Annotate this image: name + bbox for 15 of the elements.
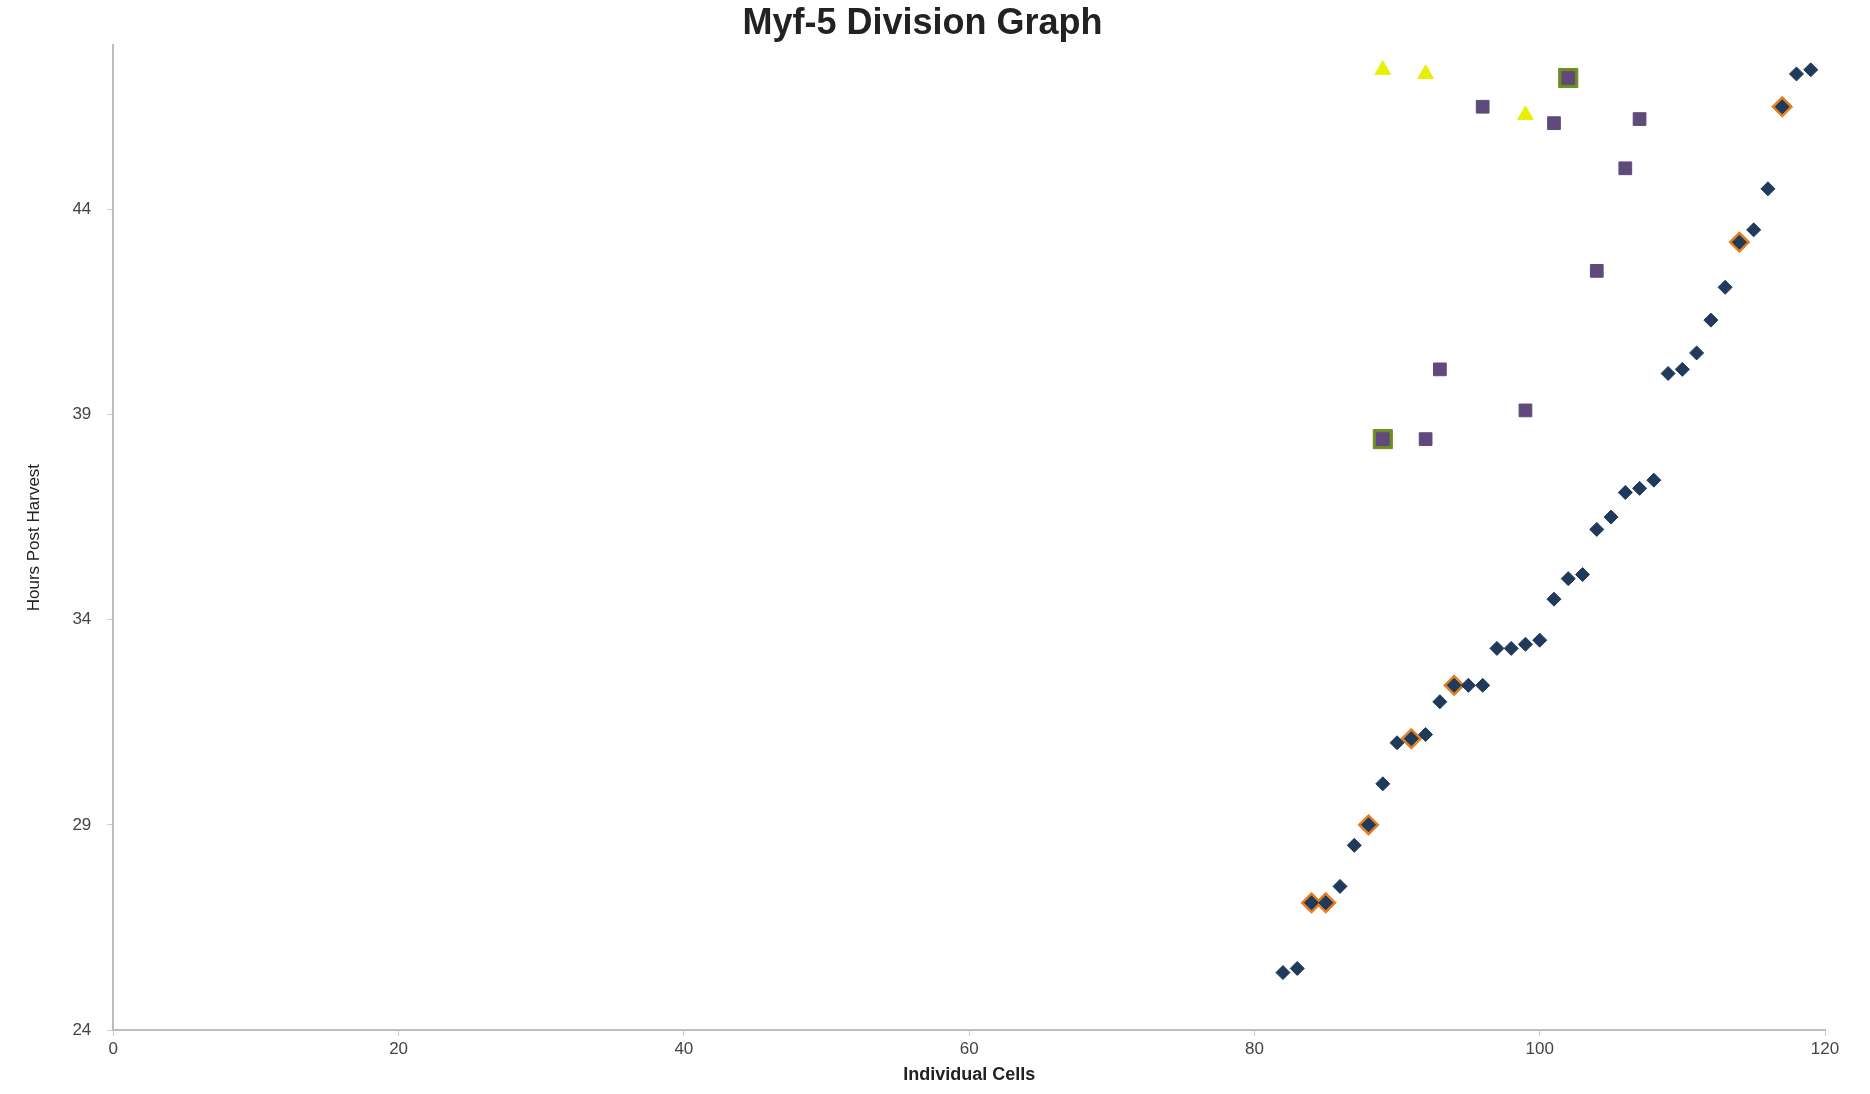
y-tick-label: 29 bbox=[72, 814, 92, 834]
y-axis-title: Hours Post Harvest bbox=[23, 463, 43, 612]
x-tick-label: 60 bbox=[959, 1038, 979, 1058]
x-tick-label: 100 bbox=[1525, 1038, 1554, 1058]
y-tick-label: 44 bbox=[72, 199, 92, 219]
chart-title: Myf-5 Division Graph bbox=[742, 0, 1103, 42]
y-tick-label: 39 bbox=[72, 404, 92, 424]
x-tick-label: 80 bbox=[1244, 1038, 1264, 1058]
y-tick-label: 34 bbox=[72, 609, 92, 629]
y-tick-label: 24 bbox=[72, 1019, 92, 1039]
x-tick-label: 20 bbox=[389, 1038, 409, 1058]
x-tick-label: 120 bbox=[1810, 1038, 1840, 1058]
x-axis-title: Individual Cells bbox=[903, 1064, 1036, 1085]
x-tick-label: 40 bbox=[674, 1038, 694, 1058]
x-tick-label: 0 bbox=[108, 1038, 119, 1058]
